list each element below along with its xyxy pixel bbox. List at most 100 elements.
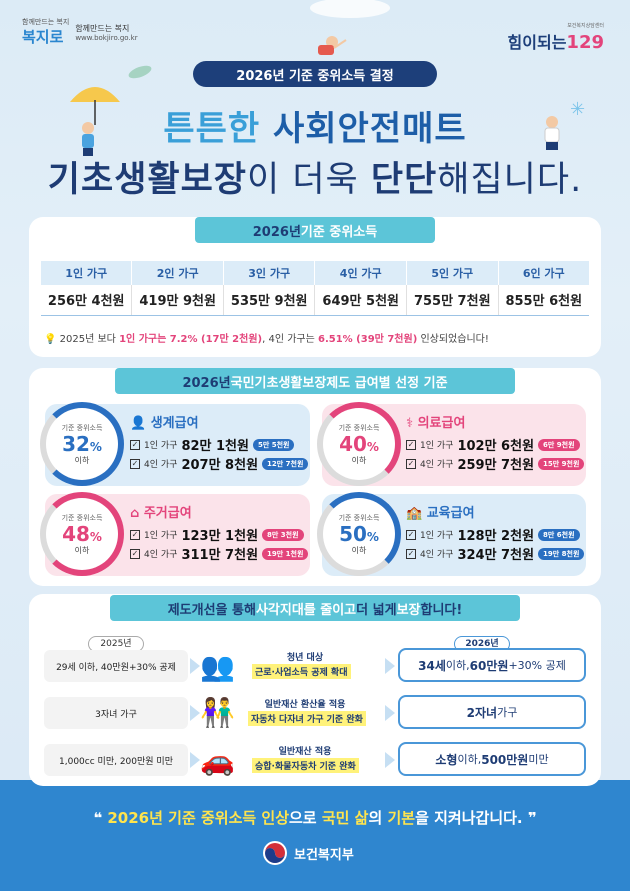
household-1-header: 1인 가구 (41, 261, 133, 285)
reform-title-d: 보장 (396, 602, 421, 618)
headline-line-1: 튼튼한 사회안전매트 (0, 101, 630, 150)
education-row2-label: 4인 가구 (420, 550, 454, 560)
reform-row1-new: 34세 이하, 60만원 +30% 공제 (398, 648, 586, 682)
reform-title-c: 더 넓게 (356, 602, 397, 618)
reform-row1-mid-title: 청년 대상 (286, 653, 324, 663)
housing-row2-amount: 311만 7천원 (181, 548, 259, 563)
row3-new-c: 500만원 (481, 752, 529, 767)
medical-row1-increase: 6만 9천원 (538, 438, 580, 451)
median-header-row: 1인 가구 2인 가구 3인 가구 4인 가구 5인 가구 6인 가구 (41, 261, 589, 285)
taegeuk-emblem-icon (263, 841, 287, 865)
row2-new-a: 2자녀 (466, 705, 498, 720)
helpline-number: 129 (566, 32, 604, 53)
benefit-title-a: 2026년 (182, 375, 231, 391)
living-row1-label: 1인 가구 (144, 441, 178, 451)
footer-slogan: ❝ 2026년 기준 중위소득 인상으로 국민 삶의 기본을 지켜나갑니다. ❞ (0, 807, 630, 828)
living-row1-amount: 82만 1천원 (181, 439, 249, 454)
housing-percent-circle: 기준 중위소득 48% 이하 (40, 492, 124, 576)
bokjiro-logo[interactable]: 함께만드는 복지 복지로 함께만드는 복지 www.bokjiro.go.kr (22, 18, 138, 47)
circle-top-label: 기준 중위소득 (338, 423, 380, 432)
housing-row1-label: 1인 가구 (144, 531, 178, 541)
median-title-b: 기준 중위소득 (300, 224, 378, 240)
reform-row2-old: 3자녀 가구 (44, 697, 188, 729)
living-benefit-name: 생계급여 (150, 416, 199, 431)
arrow-icon (385, 658, 395, 674)
row3-new-d: 미만 (528, 753, 549, 766)
arrow-icon (385, 752, 395, 768)
people-icon: 👥 (200, 650, 235, 683)
headline-2c: 단단 (370, 160, 438, 200)
circle-bottom-label: 이하 (351, 545, 367, 555)
medical-percent: 40 (339, 431, 367, 456)
footer-f: 을 지켜나갑니다. (415, 809, 523, 827)
reform-row3-mid-title: 일반재산 적용 (278, 747, 332, 757)
footer-c: 국민 삶 (321, 809, 369, 827)
school-icon: 🏫 (406, 506, 423, 521)
education-row2-amount: 324만 7천원 (457, 548, 535, 563)
medical-benefit-name: 의료급여 (417, 416, 466, 431)
median-income-table: 1인 가구 2인 가구 3인 가구 4인 가구 5인 가구 6인 가구 256만… (41, 261, 589, 316)
circle-bottom-label: 이하 (74, 545, 90, 555)
helpline-129-logo[interactable]: 보건복지상담센터 힘이되는129 (508, 22, 604, 53)
education-row1-amount: 128만 2천원 (457, 529, 535, 544)
helpline-text: 힘이되는 (507, 33, 567, 52)
household-5-value: 755만 7천원 (406, 285, 499, 316)
housing-benefit-name: 주거급여 (143, 506, 192, 521)
living-row2-increase: 12만 7천원 (262, 457, 309, 470)
medical-row2-label: 4인 가구 (420, 460, 454, 470)
living-row2-amount: 207만 8천원 (181, 458, 259, 473)
median-title-a: 2026년 (252, 224, 301, 240)
medical-row2-amount: 259만 7천원 (457, 458, 535, 473)
reform-row1-old: 29세 이하, 40만원+30% 공제 (44, 650, 188, 682)
headline-2b: 이 더욱 (247, 160, 371, 200)
education-row2-increase: 19만 8천원 (538, 547, 585, 560)
reform-title-e: 합니다! (420, 602, 463, 618)
household-1-value: 256만 4천원 (41, 285, 133, 316)
check-icon: ✓ (406, 439, 416, 450)
arrow-icon (190, 752, 200, 768)
housing-row2-increase: 19만 1천원 (262, 547, 309, 560)
row3-new-b: 이하, (457, 753, 482, 766)
person-icon: 👤 (130, 416, 147, 431)
education-percent: 50 (339, 521, 367, 546)
household-3-value: 535만 9천원 (223, 285, 316, 316)
footer-d: 의 (368, 809, 388, 827)
reform-row1-mid-sub: 근로·사업소득 공제 확대 (252, 664, 351, 679)
living-percent-circle: 기준 중위소득 32% 이하 (40, 402, 124, 486)
footer-a: 2026년 기준 중위소득 인상 (107, 809, 289, 827)
row1-new-b: 이하, (445, 659, 470, 672)
circle-bottom-label: 이하 (351, 455, 367, 465)
check-icon: ✓ (130, 458, 140, 469)
row1-new-a: 34세 (418, 658, 446, 673)
row1-new-d: +30% 공제 (508, 659, 566, 672)
reform-row2-mid-sub: 자동차 다자녀 가구 기준 완화 (248, 711, 366, 726)
reform-title-b: 사각지대를 줄이고 (255, 602, 357, 618)
household-5-header: 5인 가구 (406, 261, 499, 285)
arrow-icon (385, 705, 395, 721)
check-icon: ✓ (130, 529, 140, 540)
household-6-header: 6인 가구 (498, 261, 589, 285)
note-e: 인상되었습니다! (417, 334, 489, 345)
housing-percent: 48 (62, 521, 90, 546)
housing-row1-amount: 123만 1천원 (181, 529, 259, 544)
note-a: 2025년 보다 (59, 334, 120, 345)
bokjiro-tagline: 함께만드는 복지 (75, 24, 130, 33)
ministry-name: 보건복지부 (294, 847, 354, 863)
circle-top-label: 기준 중위소득 (61, 513, 103, 522)
increase-note: 💡 2025년 보다 1인 가구는 7.2% (17만 2천원), 4인 가구는… (44, 330, 489, 345)
quote-open-icon: ❝ (93, 809, 103, 827)
education-row1-label: 1인 가구 (420, 531, 454, 541)
ministry-logo[interactable]: 보건복지부 (262, 840, 354, 866)
education-row1-increase: 8만 6천원 (538, 528, 580, 541)
note-b: 1인 가구는 7.2% (17만 2천원) (119, 334, 263, 345)
house-icon: ⌂ (130, 506, 140, 521)
note-c: , 4인 가구는 (262, 334, 318, 345)
medical-row2-increase: 15만 9천원 (538, 457, 585, 470)
reform-row2-mid-title: 일반재산 환산율 적용 (264, 700, 346, 710)
household-3-header: 3인 가구 (223, 261, 316, 285)
percent-sign: % (366, 439, 379, 454)
car-garage-icon: 🚗 (200, 744, 235, 777)
reform-row3-new: 소형 이하, 500만원 미만 (398, 742, 586, 776)
children-icon: 👫 (200, 696, 235, 729)
footer-b: 으로 (289, 809, 322, 827)
